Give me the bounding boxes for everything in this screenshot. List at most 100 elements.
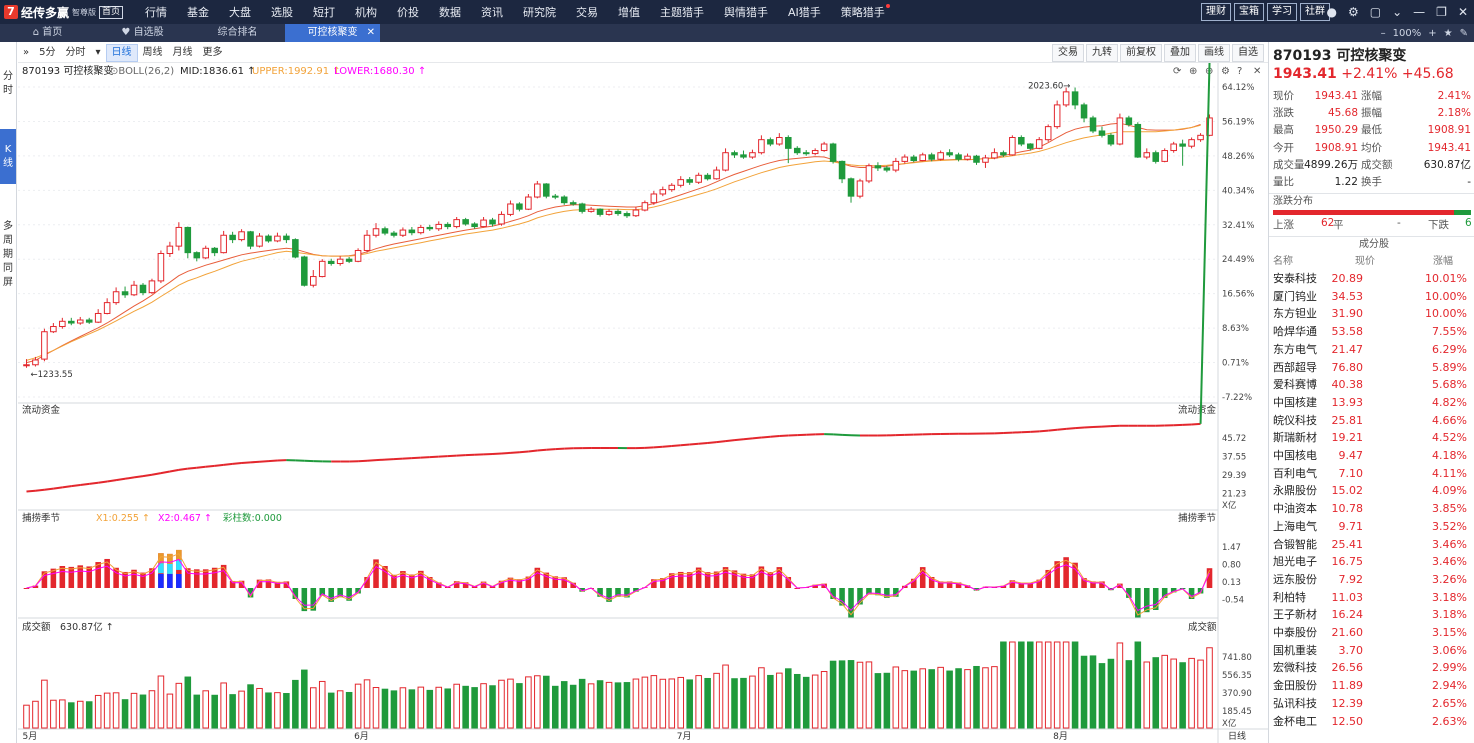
watchlist-button[interactable]: 自选 [1232, 44, 1264, 62]
pane-tool-icon[interactable]: ✕ [1253, 66, 1261, 77]
candle-body[interactable] [910, 156, 918, 162]
candle-body[interactable] [883, 167, 891, 171]
candle-body[interactable] [785, 136, 792, 149]
candle-body[interactable] [453, 219, 460, 228]
candle-body[interactable] [309, 276, 317, 286]
component-row[interactable]: 皖仪科技 25.81 4.66% [1273, 412, 1473, 430]
candle-body[interactable] [991, 152, 998, 159]
component-row[interactable]: 东方电气 21.47 6.29% [1273, 341, 1473, 359]
menu-item-1[interactable]: 基金 [187, 6, 209, 19]
candle-body[interactable] [283, 235, 290, 241]
candle-body[interactable] [973, 155, 980, 163]
candle-body[interactable] [946, 152, 953, 156]
candle-body[interactable] [829, 143, 837, 162]
candle-body[interactable] [1009, 136, 1016, 156]
menu-item-7[interactable]: 数据 [439, 6, 461, 19]
candle-body[interactable] [381, 228, 389, 234]
candle-body[interactable] [1053, 104, 1061, 128]
candle-body[interactable] [659, 189, 667, 195]
menu-item-13[interactable]: 舆情猎手 [724, 6, 768, 19]
component-row[interactable]: 爱科赛博 40.38 5.68% [1273, 376, 1473, 394]
component-row[interactable]: 中泰股份 21.60 3.15% [1273, 624, 1473, 642]
candle-body[interactable] [166, 245, 174, 255]
menu-item-14[interactable]: AI猎手 [788, 6, 821, 19]
candle-body[interactable] [856, 180, 864, 197]
tab-home[interactable]: ⌂ 首页 [0, 24, 95, 42]
candle-body[interactable] [148, 280, 156, 294]
candle-body[interactable] [1179, 143, 1186, 147]
trade-button[interactable]: 交易 [1052, 44, 1084, 62]
draw-button[interactable]: 画线 [1198, 44, 1230, 62]
nine-turn-button[interactable]: 九转 [1086, 44, 1118, 62]
tab-watchlist[interactable]: ♥ 自选股 [95, 24, 190, 42]
top-button-0[interactable]: 理财 [1201, 3, 1231, 21]
candle-body[interactable] [444, 223, 451, 228]
tab-ranking[interactable]: 综合排名 [190, 24, 285, 42]
candle-body[interactable] [211, 247, 218, 254]
candle-body[interactable] [1080, 104, 1088, 119]
component-row[interactable]: 上海电气 9.71 3.52% [1273, 518, 1473, 536]
candle-body[interactable] [372, 228, 380, 236]
chevron-down-icon[interactable]: ▾ [95, 46, 101, 58]
component-row[interactable]: 西部超导 76.80 5.89% [1273, 359, 1473, 377]
zoom-in-icon[interactable]: + [1428, 27, 1437, 39]
adjust-button[interactable]: 前复权 [1120, 44, 1162, 62]
candle-body[interactable] [731, 152, 738, 156]
component-row[interactable]: 百利电气 7.10 4.11% [1273, 465, 1473, 483]
app-logo[interactable]: 7 经传多赢 智尊版 首页 [0, 0, 135, 24]
candle-body[interactable] [901, 156, 909, 162]
candle-body[interactable] [982, 157, 989, 163]
candle-body[interactable] [605, 210, 613, 215]
candle-body[interactable] [1134, 123, 1142, 158]
zoom-out-icon[interactable]: – [1380, 27, 1386, 39]
candle-body[interactable] [229, 234, 236, 241]
restore-icon[interactable]: ❐ [1436, 5, 1447, 19]
candle-body[interactable] [85, 319, 93, 323]
candle-body[interactable] [865, 165, 873, 182]
candle-body[interactable] [641, 202, 649, 211]
nav-intraday[interactable]: 分时 [3, 71, 13, 96]
candle-body[interactable] [686, 179, 693, 183]
candle-body[interactable] [68, 320, 75, 324]
candle-body[interactable] [560, 196, 568, 204]
candle-body[interactable] [767, 139, 774, 145]
candle-body[interactable] [1071, 91, 1079, 106]
candle-body[interactable] [668, 184, 676, 191]
candle-body[interactable] [534, 183, 541, 198]
candle-body[interactable] [525, 196, 532, 210]
candle-body[interactable] [677, 179, 685, 186]
component-row[interactable]: 国机重装 3.70 3.06% [1273, 642, 1473, 660]
candle-body[interactable] [1143, 152, 1151, 158]
menu-item-8[interactable]: 资讯 [481, 6, 503, 19]
candle-body[interactable] [551, 195, 559, 198]
edit-icon[interactable]: ✎ [1459, 27, 1468, 39]
candle-body[interactable] [426, 226, 434, 230]
component-row[interactable]: 厦门钨业 34.53 10.00% [1273, 288, 1473, 306]
candle-body[interactable] [928, 154, 935, 160]
candle-body[interactable] [274, 235, 281, 242]
candle-body[interactable] [184, 226, 192, 254]
candle-body[interactable] [462, 219, 469, 225]
candle-body[interactable] [345, 258, 353, 262]
candle-body[interactable] [23, 364, 30, 367]
tab-close-icon[interactable]: ✕ [366, 27, 375, 38]
candle-body[interactable] [955, 154, 962, 160]
candle-body[interactable] [157, 253, 165, 282]
candle-body[interactable] [41, 331, 48, 360]
component-row[interactable]: 永鼎股份 15.02 4.09% [1273, 482, 1473, 500]
candle-body[interactable] [1062, 91, 1070, 106]
candle-body[interactable] [569, 202, 577, 205]
settings-icon[interactable]: ⚙ [1348, 5, 1359, 19]
nav-kline[interactable]: K线 [0, 129, 16, 184]
candle-body[interactable] [121, 291, 129, 296]
menu-item-6[interactable]: 价投 [397, 6, 419, 19]
candle-body[interactable] [507, 203, 514, 215]
layout-icon[interactable]: ▢ [1369, 5, 1382, 19]
chevron-down-icon[interactable]: ⌄ [1392, 5, 1403, 19]
star-icon[interactable]: ★ [1443, 27, 1453, 39]
candle-body[interactable] [363, 234, 371, 251]
component-row[interactable]: 远东股份 7.92 3.26% [1273, 571, 1473, 589]
candle-body[interactable] [318, 260, 326, 278]
collapse-icon[interactable]: » [23, 46, 30, 58]
candle-body[interactable] [94, 312, 102, 323]
